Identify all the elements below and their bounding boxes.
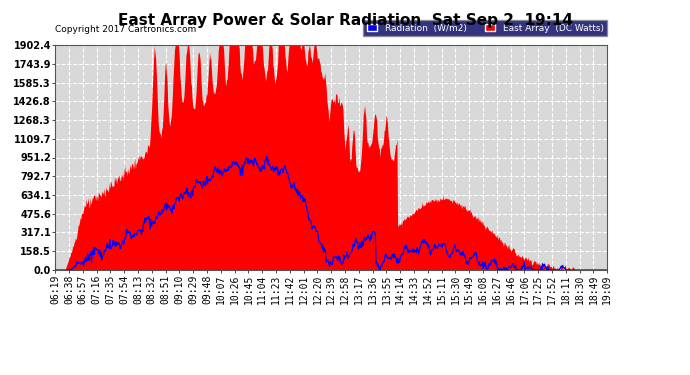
Text: Copyright 2017 Cartronics.com: Copyright 2017 Cartronics.com [55, 25, 197, 34]
Legend: Radiation  (W/m2), East Array  (DC Watts): Radiation (W/m2), East Array (DC Watts) [363, 20, 607, 36]
Text: East Array Power & Solar Radiation  Sat Sep 2  19:14: East Array Power & Solar Radiation Sat S… [117, 13, 573, 28]
